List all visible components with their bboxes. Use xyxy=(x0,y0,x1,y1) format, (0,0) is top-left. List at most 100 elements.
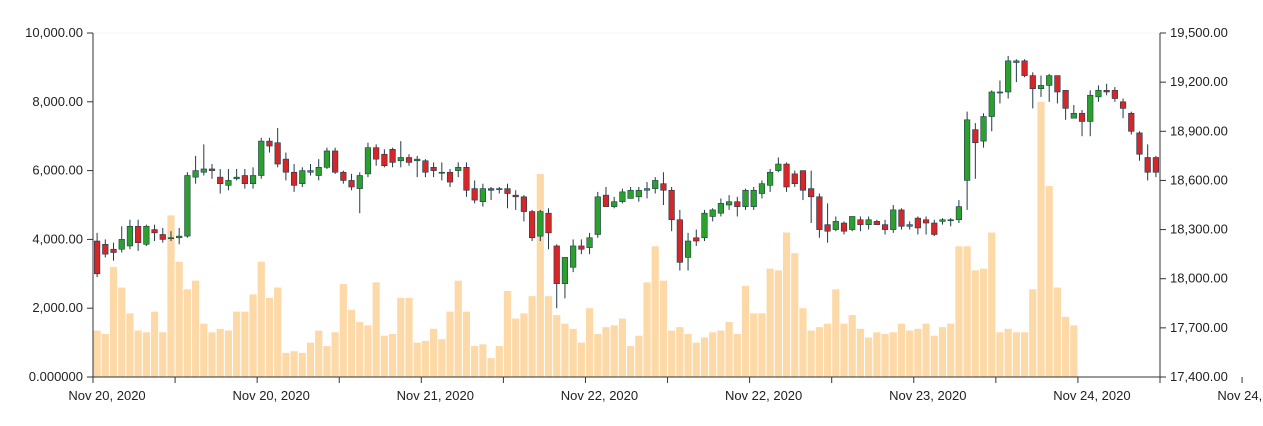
candle-body-down xyxy=(94,240,101,275)
volume-bar xyxy=(627,346,635,377)
volume-bar xyxy=(553,315,561,377)
volume-bar xyxy=(167,215,175,377)
candle-body-up xyxy=(249,175,257,184)
volume-bar xyxy=(216,328,224,377)
candle-body-up xyxy=(455,167,462,171)
candle-body-up xyxy=(496,188,503,190)
candle-body-up xyxy=(750,189,757,207)
volume-bar xyxy=(446,311,454,377)
candle-body-down xyxy=(340,171,347,181)
volume-bar xyxy=(577,342,585,377)
volume-bar xyxy=(881,334,889,377)
volume-bar xyxy=(930,335,938,377)
volume-bar xyxy=(388,334,397,377)
candle-body-up xyxy=(939,219,946,222)
candle-body-up xyxy=(1070,112,1077,119)
candle-body-down xyxy=(799,170,807,191)
volume-bar xyxy=(175,261,183,377)
candle-body-down xyxy=(529,211,536,239)
candle-body-down xyxy=(1078,112,1086,122)
volume-bar xyxy=(569,328,577,377)
candle-body-down xyxy=(430,167,437,171)
candle-body-down xyxy=(898,209,905,227)
candle-body-down xyxy=(857,219,864,225)
volume-series xyxy=(93,101,1078,378)
volume-bar xyxy=(832,289,840,377)
candle-body-down xyxy=(602,194,610,207)
candle-body-down xyxy=(668,189,675,221)
candle-body-down xyxy=(1136,132,1143,155)
volume-bar xyxy=(257,261,265,377)
volume-bar xyxy=(856,328,865,377)
candle-body-up xyxy=(299,170,306,185)
candle-body-up xyxy=(890,209,897,230)
candle-body-down xyxy=(159,234,166,240)
volume-bar xyxy=(200,323,208,377)
candle-body-up xyxy=(258,140,265,176)
volume-bar xyxy=(618,318,626,377)
candle-body-down xyxy=(1111,90,1118,99)
volume-bar xyxy=(823,323,832,377)
volume-bar xyxy=(1070,325,1078,377)
volume-bar xyxy=(971,270,979,377)
candle-body-up xyxy=(1095,90,1102,98)
volume-bar xyxy=(495,346,503,377)
candle-body-down xyxy=(373,147,380,160)
right-axis-tick-label: 19,500.00 xyxy=(1170,25,1228,40)
candle-body-up xyxy=(635,189,642,198)
candle-body-down xyxy=(808,188,815,198)
volume-bar xyxy=(979,268,988,377)
candle-body-up xyxy=(652,180,659,189)
candle-body-up xyxy=(225,180,232,186)
candle-body-down xyxy=(512,194,519,198)
volume-bar xyxy=(676,327,684,377)
right-axis-tick-label: 17,700.00 xyxy=(1170,320,1228,335)
candle-body-down xyxy=(545,212,552,234)
candle-body-up xyxy=(167,237,175,240)
volume-bar xyxy=(421,340,430,377)
volume-bar xyxy=(692,342,700,377)
candle-body-up xyxy=(996,91,1004,94)
volume-bar xyxy=(159,332,167,377)
volume-bar xyxy=(438,339,446,377)
candle-body-up xyxy=(643,188,651,191)
volume-bar xyxy=(274,287,282,377)
volume-bar xyxy=(725,321,733,377)
left-axis-tick-label: 2,000.00 xyxy=(32,300,83,315)
candle-body-up xyxy=(758,183,766,194)
candle-body-down xyxy=(332,150,339,173)
volume-bar xyxy=(1029,289,1037,377)
candle-body-up xyxy=(537,211,544,237)
candle-body-up xyxy=(397,157,404,162)
candle-body-up xyxy=(176,235,183,239)
volume-bar xyxy=(241,311,249,377)
candle-body-down xyxy=(208,168,216,171)
volume-bar xyxy=(528,296,536,377)
candle-body-down xyxy=(110,248,117,253)
candle-body-down xyxy=(151,229,158,234)
candle-body-up xyxy=(1087,94,1094,122)
candle-body-down xyxy=(463,167,470,191)
candle-body-down xyxy=(520,196,527,212)
volume-bar xyxy=(848,315,856,377)
volume-bar xyxy=(807,330,815,377)
volume-bar xyxy=(93,330,101,377)
candle-body-down xyxy=(241,175,248,184)
x-axis-tick-label: Nov 22, 2020 xyxy=(561,388,638,403)
volume-bar xyxy=(594,334,602,377)
left-axis-tick-label: 8,000.00 xyxy=(32,94,83,109)
volume-bar xyxy=(462,311,471,377)
candle-body-down xyxy=(734,201,741,207)
volume-bar xyxy=(700,337,709,377)
volume-bar xyxy=(782,232,791,377)
volume-bar xyxy=(922,323,930,377)
candle-body-down xyxy=(660,183,667,191)
candle-body-down xyxy=(1103,90,1110,93)
candle-body-down xyxy=(381,153,388,166)
x-axis-tick-label: Nov 22, 2020 xyxy=(725,388,802,403)
candle-body-down xyxy=(922,219,930,224)
volume-bar xyxy=(315,330,323,377)
volume-bar xyxy=(1012,332,1020,377)
volume-bar xyxy=(101,334,109,377)
volume-bar xyxy=(602,327,610,377)
